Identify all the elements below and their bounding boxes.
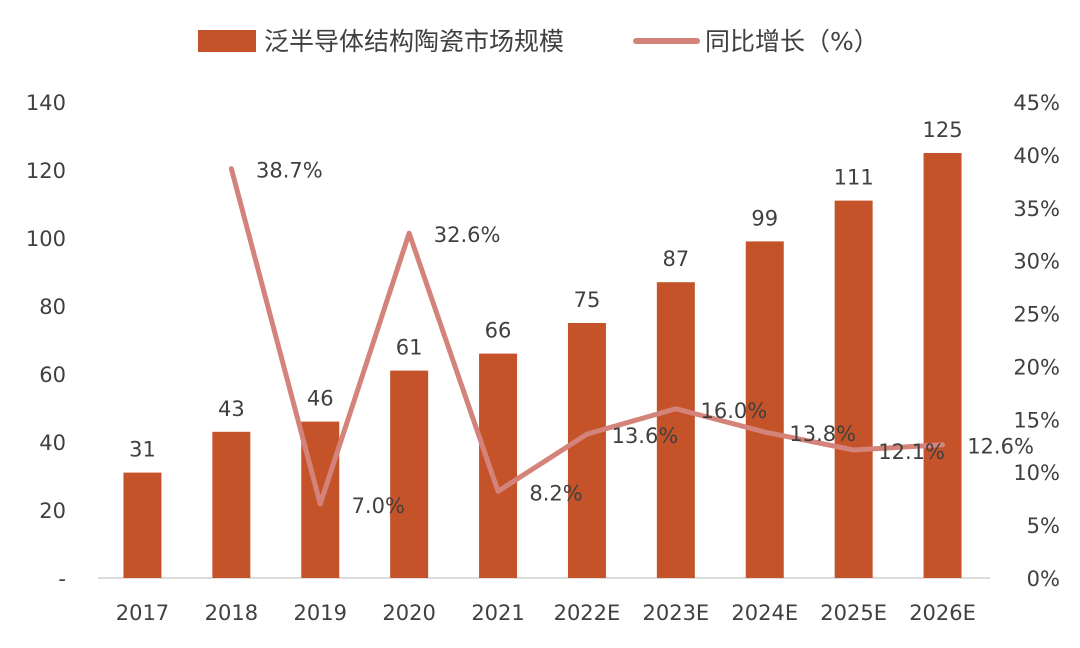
left-tick-label: 120: [26, 159, 66, 183]
line-data-label: 7.0%: [352, 494, 405, 518]
left-tick-label: -: [58, 567, 66, 591]
right-tick-label: 0%: [1027, 567, 1060, 591]
bar-data-label: 111: [834, 166, 874, 190]
left-tick-label: 40: [39, 431, 66, 455]
bar-data-label: 87: [662, 247, 689, 271]
bar-data-label: 75: [574, 288, 601, 312]
legend-swatch-bar: [198, 30, 256, 52]
right-tick-label: 30%: [1013, 250, 1060, 274]
line-data-label: 38.7%: [256, 159, 323, 183]
bar-data-label: 31: [129, 438, 156, 462]
x-tick-label: 2018: [205, 601, 258, 625]
bar-data-label: 99: [751, 206, 778, 230]
bar: [567, 323, 606, 578]
x-tick-label: 2017: [116, 601, 169, 625]
left-tick-label: 80: [39, 295, 66, 319]
legend: 泛半导体结构陶瓷市场规模 同比增长（%）: [198, 27, 879, 56]
bar-data-label: 61: [396, 336, 423, 360]
line-data-label: 13.8%: [789, 422, 856, 446]
right-tick-label: 35%: [1013, 197, 1060, 221]
left-tick-label: 100: [26, 227, 66, 251]
bar-data-label: 125: [923, 118, 963, 142]
bar-data-label: 43: [218, 397, 245, 421]
bar: [745, 241, 784, 578]
right-tick-label: 40%: [1013, 144, 1060, 168]
line-data-label: 32.6%: [434, 223, 501, 247]
right-tick-label: 25%: [1013, 303, 1060, 327]
legend-label-line: 同比增长（%）: [705, 27, 879, 56]
line-data-label: 8.2%: [529, 481, 582, 505]
bar-data-label: 66: [485, 319, 512, 343]
bar: [656, 282, 695, 578]
legend-label-bar: 泛半导体结构陶瓷市场规模: [264, 27, 564, 56]
bar: [834, 200, 873, 578]
line-data-label: 12.6%: [967, 435, 1034, 459]
bar-data-label: 46: [307, 387, 334, 411]
x-tick-label: 2019: [294, 601, 347, 625]
x-tick-label: 2022E: [554, 601, 621, 625]
bar: [123, 472, 162, 578]
right-tick-label: 10%: [1013, 461, 1060, 485]
line-data-label: 13.6%: [612, 424, 679, 448]
bar: [923, 153, 962, 578]
left-tick-label: 140: [26, 91, 66, 115]
x-tick-label: 2024E: [731, 601, 798, 625]
x-tick-label: 2021: [471, 601, 524, 625]
x-tick-label: 2023E: [642, 601, 709, 625]
bar: [479, 353, 518, 578]
line-data-label: 16.0%: [700, 399, 767, 423]
right-tick-label: 15%: [1013, 408, 1060, 432]
x-tick-label: 2020: [382, 601, 435, 625]
x-tick-label: 2025E: [820, 601, 887, 625]
bar: [212, 431, 251, 578]
right-tick-label: 20%: [1013, 355, 1060, 379]
right-tick-label: 45%: [1013, 91, 1060, 115]
right-tick-label: 5%: [1027, 514, 1060, 538]
line-data-label: 12.1%: [878, 440, 945, 464]
x-tick-label: 2026E: [909, 601, 976, 625]
left-tick-label: 60: [39, 363, 66, 387]
left-tick-label: 20: [39, 499, 66, 523]
bar: [390, 370, 429, 578]
